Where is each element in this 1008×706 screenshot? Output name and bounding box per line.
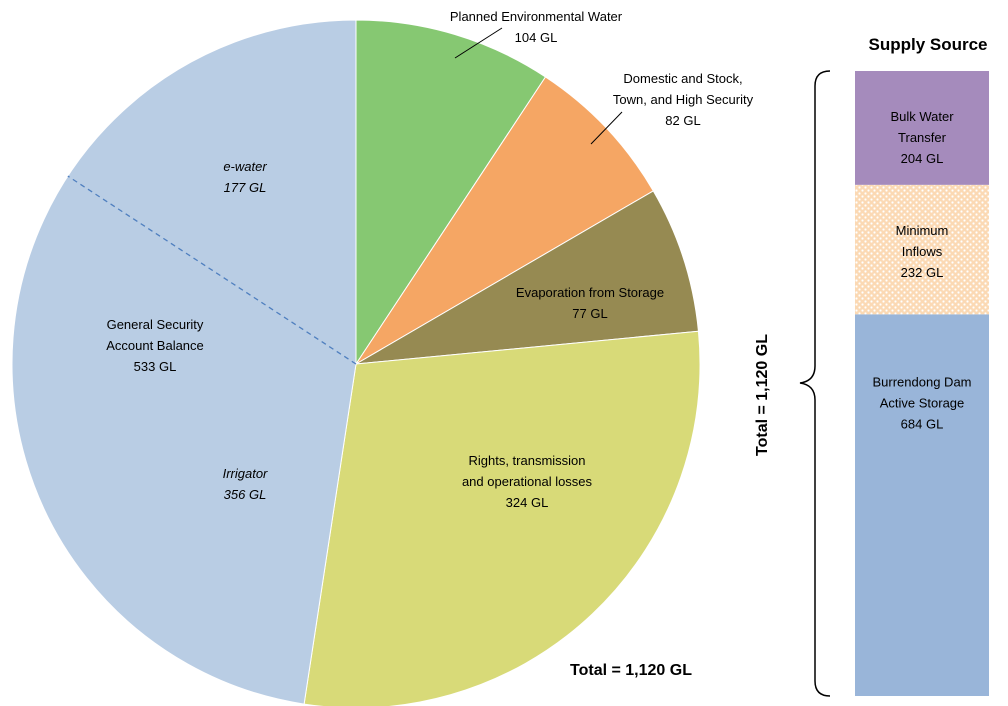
bar-segment-bulk-water-transfer <box>855 71 989 185</box>
pie-slice-rights-transmission-and-operational-losses <box>303 330 701 706</box>
pie-chart <box>11 19 701 706</box>
label-burrendong-line-0: Burrendong Dam <box>873 374 972 389</box>
label-rights-line-2: 324 GL <box>506 495 549 510</box>
bar-segment-burrendong-dam-active-storage <box>855 314 989 696</box>
label-dst-line-0: Domestic and Stock, <box>623 71 742 86</box>
label-rights-line-0: Rights, transmission <box>468 453 585 468</box>
bar-total-label: Total = 1,120 GL <box>754 334 771 456</box>
label-gs-line-1: Account Balance <box>106 338 204 353</box>
label-evap-line-0: Evaporation from Storage <box>516 285 664 300</box>
label-dst-line-1: Town, and High Security <box>613 92 754 107</box>
leader-line-pew <box>454 27 503 59</box>
label-pew-line-1: 104 GL <box>515 30 558 45</box>
sub-divider-line <box>67 175 357 365</box>
label-irrigator: Irrigator 356 GL <box>223 466 268 502</box>
label-bulk: Bulk Water Transfer 204 GL <box>890 109 954 166</box>
pie-labels: Planned Environmental Water 104 GL Domesti… <box>106 9 753 510</box>
label-bulk-line-2: 204 GL <box>901 151 944 166</box>
supply-source-stacked-bar <box>855 71 989 696</box>
pie-slice-general-security-account-balance <box>11 19 357 705</box>
label-minimum-line-1: Inflows <box>902 244 943 259</box>
label-gs-line-0: General Security <box>107 317 204 332</box>
label-bulk-line-1: Transfer <box>898 130 947 145</box>
supply-source-title: Supply Source <box>868 35 987 54</box>
pie-slice-domestic-and-stock-town-and-high-security <box>355 76 654 365</box>
label-burrendong-line-2: 684 GL <box>901 416 944 431</box>
leader-line-dst <box>590 111 623 145</box>
label-gs: General Security Account Balance 533 GL <box>106 317 204 374</box>
pie-slice-planned-environmental-water <box>355 19 547 366</box>
bar-labels: Burrendong Dam Active Storage 684 GL Minimu… <box>873 109 972 431</box>
label-minimum-line-0: Minimum <box>896 223 949 238</box>
label-ewater: e-water 177 GL <box>223 159 267 195</box>
label-rights-line-1: and operational losses <box>462 474 593 489</box>
bar-segment-minimum-inflows <box>855 184 989 315</box>
label-dst-line-2: 82 GL <box>665 113 700 128</box>
label-ewater-line-1: 177 GL <box>224 180 267 195</box>
label-evap: Evaporation from Storage 77 GL <box>516 285 664 321</box>
label-minimum: Minimum Inflows 232 GL <box>896 223 949 280</box>
label-irrigator-line-1: 356 GL <box>224 487 267 502</box>
label-evap-line-1: 77 GL <box>572 306 607 321</box>
label-minimum-line-2: 232 GL <box>901 265 944 280</box>
label-bulk-line-0: Bulk Water <box>890 109 954 124</box>
pie-slice-evaporation-from-storage <box>355 190 699 365</box>
label-pew-line-0: Planned Environmental Water <box>450 9 623 24</box>
label-gs-line-2: 533 GL <box>134 359 177 374</box>
label-irrigator-line-0: Irrigator <box>223 466 268 481</box>
label-dst: Domestic and Stock, Town, and High Securi… <box>613 71 754 128</box>
label-ewater-line-0: e-water <box>223 159 267 174</box>
brace <box>799 70 831 697</box>
label-rights: Rights, transmission and operational loss… <box>462 453 593 510</box>
label-burrendong: Burrendong Dam Active Storage 684 GL <box>873 374 972 431</box>
label-pew: Planned Environmental Water 104 GL <box>450 9 623 45</box>
label-burrendong-line-1: Active Storage <box>880 395 965 410</box>
pie-total-label: Total = 1,120 GL <box>570 662 692 679</box>
